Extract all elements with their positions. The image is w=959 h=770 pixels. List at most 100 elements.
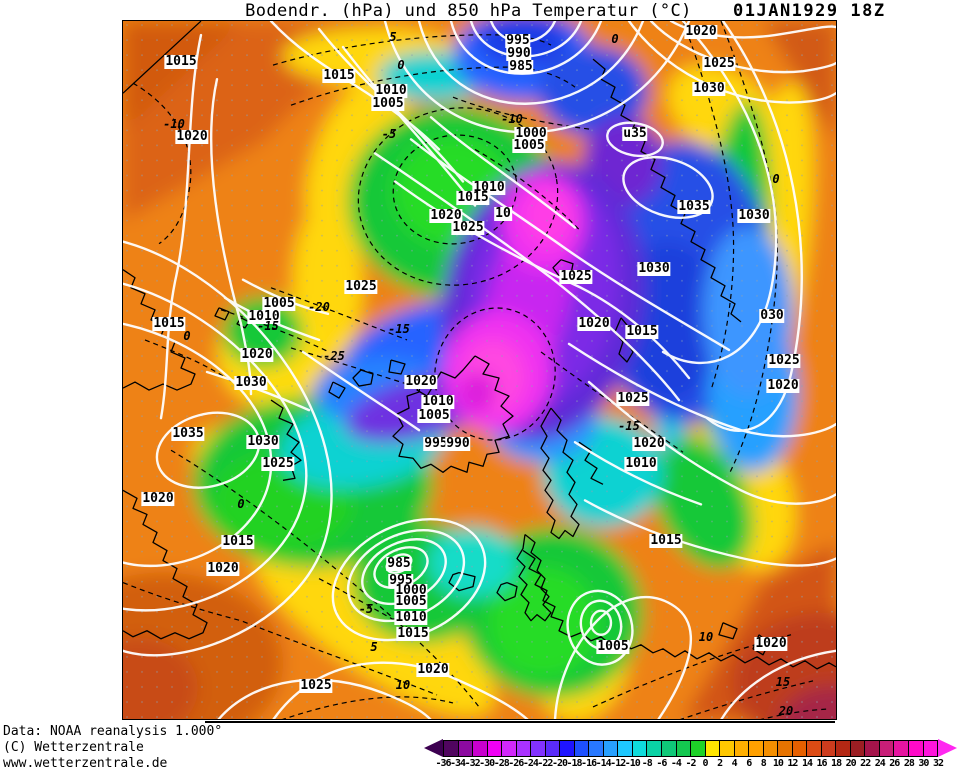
pressure-label: 1010 bbox=[624, 456, 658, 471]
pressure-label: 985 bbox=[386, 556, 412, 571]
pressure-label: 990 bbox=[506, 46, 532, 61]
colorbar-tick: 6 bbox=[746, 758, 752, 769]
pressure-label: 1015 bbox=[221, 534, 255, 549]
pressure-label: 1020 bbox=[416, 662, 450, 677]
pressure-label: 1005 bbox=[512, 138, 546, 153]
colorbar-cell bbox=[444, 741, 459, 756]
temperature-label: 10 bbox=[698, 630, 714, 644]
temperature-label: 15 bbox=[775, 675, 791, 689]
colorbar-cell bbox=[879, 741, 895, 756]
colorbar-tick: 0 bbox=[702, 758, 709, 769]
colorbar-tick: 12 bbox=[787, 758, 798, 769]
pressure-label: 1005 bbox=[596, 639, 630, 654]
pressure-label: 1030 bbox=[234, 375, 268, 390]
colorbar-tick: 2 bbox=[717, 758, 723, 769]
colorbar-tick: 14 bbox=[801, 758, 813, 769]
pressure-label: 1020 bbox=[240, 347, 274, 362]
colorbar-tick: -26 bbox=[508, 758, 524, 769]
pressure-label: 1020 bbox=[206, 561, 240, 576]
colorbar-cell bbox=[909, 741, 924, 756]
colorbar-cell bbox=[661, 741, 677, 756]
pressure-label: 1015 bbox=[396, 626, 430, 641]
credit-data-source: Data: NOAA reanalysis 1.000° bbox=[3, 724, 223, 739]
colorbar-cell bbox=[458, 741, 474, 756]
page-title: Bodendr. (hPa) und 850 hPa Temperatur (°… bbox=[245, 1, 692, 21]
temperature-label: 0 bbox=[183, 329, 191, 343]
pressure-label: 1010 bbox=[247, 309, 281, 324]
colorbar bbox=[443, 740, 938, 757]
pressure-label: 1005 bbox=[394, 594, 428, 609]
colorbar-cell bbox=[545, 741, 561, 756]
colorbar-tick: 10 bbox=[772, 758, 784, 769]
pressure-label: 1035 bbox=[171, 426, 205, 441]
colorbar-cell bbox=[676, 741, 692, 756]
pressure-label: 1025 bbox=[616, 391, 650, 406]
pressure-label: 1015 bbox=[649, 533, 683, 548]
pressure-label: 1015 bbox=[322, 68, 356, 83]
colorbar-cell bbox=[894, 741, 909, 756]
temperature-label: -15 bbox=[388, 322, 410, 336]
colorbar-cell bbox=[923, 741, 938, 756]
pressure-label: 1000 bbox=[394, 583, 428, 598]
temperature-label: -20 bbox=[308, 300, 330, 314]
pressure-label: 990 bbox=[445, 436, 471, 451]
colorbar-tick: -6 bbox=[656, 758, 667, 769]
colorbar-cell bbox=[792, 741, 808, 756]
colorbar-cell bbox=[836, 741, 851, 756]
colorbar-tick: -12 bbox=[610, 758, 626, 769]
colorbar-cell bbox=[807, 741, 822, 756]
temperature-label: 5 bbox=[389, 30, 397, 44]
pressure-label: 1005 bbox=[417, 408, 451, 423]
colorbar-tick: -16 bbox=[581, 758, 597, 769]
pressure-label: 1020 bbox=[754, 636, 788, 651]
colorbar-tick: 28 bbox=[903, 758, 915, 769]
colorbar-tick: -28 bbox=[493, 758, 510, 769]
colorbar-cell bbox=[560, 741, 575, 756]
pressure-label: 1020 bbox=[766, 378, 800, 393]
colorbar-cell bbox=[865, 741, 880, 756]
credit-copyright: (C) Wetterzentrale bbox=[3, 740, 144, 755]
colorbar-cell bbox=[821, 741, 837, 756]
pressure-label: 1025 bbox=[767, 353, 801, 368]
colorbar-tick: -36 bbox=[435, 758, 451, 769]
colorbar-cell bbox=[574, 741, 590, 756]
pressure-label: 1025 bbox=[299, 678, 333, 693]
pressure-label: 1030 bbox=[637, 261, 671, 276]
temperature-label: -15 bbox=[618, 419, 640, 433]
temperature-label: 0 bbox=[397, 58, 405, 72]
temperature-label: 0 bbox=[772, 172, 780, 186]
bottom-axis-line bbox=[205, 721, 835, 723]
pressure-label: 1010 bbox=[421, 394, 455, 409]
temperature-label: 20 bbox=[778, 704, 794, 718]
pressure-label: 985 bbox=[508, 59, 534, 74]
pressure-label: 1020 bbox=[684, 24, 718, 39]
pressure-label: 995 bbox=[423, 436, 449, 451]
pressure-label: 1005 bbox=[371, 96, 405, 111]
colorbar-tick: -20 bbox=[551, 758, 568, 769]
colorbar-tick-labels: -36 -34 -32 -30 -28 -26 -24 -22 -20 -18 -16 -14 -12-… bbox=[435, 758, 944, 770]
colorbar-cell bbox=[763, 741, 779, 756]
colorbar-tick: 18 bbox=[831, 758, 842, 769]
colorbar-tick: 16 bbox=[816, 758, 827, 769]
colorbar-cell bbox=[589, 741, 604, 756]
pressure-label: u35 bbox=[622, 126, 648, 141]
colorbar-tick: -2 bbox=[685, 758, 696, 769]
pressure-label: 1035 bbox=[677, 199, 711, 214]
temperature-label: -10 bbox=[501, 112, 523, 126]
colorbar-left-arrow bbox=[424, 739, 443, 757]
colorbar-tick: -8 bbox=[641, 758, 653, 769]
pressure-label: 1010 bbox=[394, 610, 428, 625]
colorbar-cell bbox=[749, 741, 764, 756]
pressure-label: 1020 bbox=[632, 436, 666, 451]
temperature-label: 0 bbox=[611, 32, 619, 46]
pressure-label: 1015 bbox=[152, 316, 186, 331]
pressure-label: 1025 bbox=[559, 269, 593, 284]
pressure-label: 1020 bbox=[175, 129, 209, 144]
colorbar-cell bbox=[705, 741, 721, 756]
temperature-label: -25 bbox=[323, 349, 345, 363]
pressure-label: 1030 bbox=[692, 81, 726, 96]
pressure-label: 10 bbox=[494, 206, 512, 221]
temperature-label: 0 bbox=[237, 497, 245, 511]
colorbar-tick: -10 bbox=[624, 758, 641, 769]
datetime-stamp: 01JAN1929 18Z bbox=[733, 1, 886, 21]
